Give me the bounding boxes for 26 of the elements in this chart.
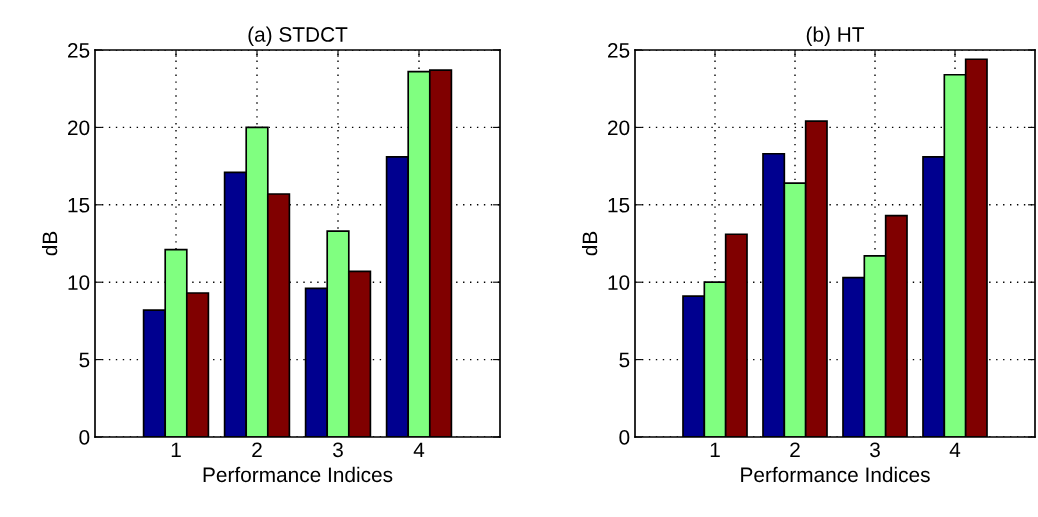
y-tick-label: 0	[79, 430, 90, 445]
x-tick-label: 4	[413, 442, 425, 457]
y-axis-title: dB	[41, 231, 58, 256]
x-tick-label: 1	[171, 442, 181, 457]
x-tick-label: 3	[870, 442, 880, 458]
y-tick-label: 5	[79, 352, 90, 368]
chart-title: (a) STDCT	[248, 26, 348, 46]
y-tick-label: 10	[68, 275, 90, 290]
x-axis-title: Performance Indices	[741, 466, 930, 483]
x-tick-label: 3	[333, 442, 343, 458]
y-tick-label: 20	[608, 120, 630, 136]
y-tick-label: 25	[68, 43, 90, 58]
y-tick-label: 15	[68, 198, 90, 213]
y-axis-title: dB	[581, 231, 598, 256]
x-tick-label: 2	[790, 442, 800, 457]
x-axis-title: Performance Indices	[203, 466, 393, 483]
x-tick-label: 1	[710, 442, 720, 457]
chart-title: (b) HT	[806, 26, 865, 46]
y-tick-label: 25	[608, 43, 630, 58]
x-tick-label: 4	[949, 442, 961, 457]
y-tick-label: 10	[608, 275, 630, 290]
y-tick-label: 5	[619, 352, 630, 368]
y-tick-label: 0	[619, 430, 630, 445]
y-tick-label: 15	[608, 198, 630, 213]
y-tick-label: 20	[68, 120, 90, 136]
x-tick-label: 2	[252, 442, 262, 457]
